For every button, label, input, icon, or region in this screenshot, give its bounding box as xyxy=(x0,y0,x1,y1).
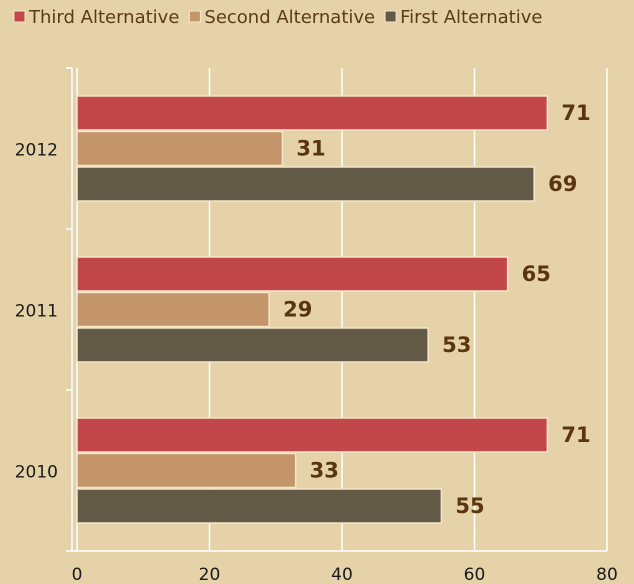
value-label: 65 xyxy=(522,262,551,286)
value-label: 71 xyxy=(561,101,590,125)
bar xyxy=(76,130,284,167)
x-tick-label: 80 xyxy=(596,565,618,584)
legend-swatch xyxy=(188,10,201,23)
bar xyxy=(76,166,535,202)
value-label: 69 xyxy=(548,172,577,196)
y-tick-label: 2011 xyxy=(15,302,58,322)
legend-label: Third Alternative xyxy=(28,7,179,28)
value-label: 31 xyxy=(296,137,325,161)
legend-label: First Alternative xyxy=(400,7,542,28)
x-tick-label: 20 xyxy=(199,565,221,584)
bar xyxy=(76,417,549,453)
bar xyxy=(76,452,297,489)
bar xyxy=(76,327,429,363)
value-label: 29 xyxy=(283,298,312,322)
bar xyxy=(76,291,270,328)
legend-swatch xyxy=(13,10,26,23)
legend-label: Second Alternative xyxy=(204,7,375,28)
legend-swatch xyxy=(384,10,397,23)
value-label: 53 xyxy=(442,333,471,357)
value-label: 55 xyxy=(455,494,484,518)
bar xyxy=(76,488,443,524)
x-tick-label: 40 xyxy=(331,565,353,584)
y-tick-label: 2012 xyxy=(15,141,58,161)
value-label: 33 xyxy=(310,459,339,483)
bar xyxy=(76,256,509,292)
value-label: 71 xyxy=(561,423,590,447)
x-tick-label: 0 xyxy=(72,565,83,584)
x-tick-label: 60 xyxy=(464,565,486,584)
y-tick-label: 2010 xyxy=(15,463,58,483)
bar xyxy=(76,95,549,131)
